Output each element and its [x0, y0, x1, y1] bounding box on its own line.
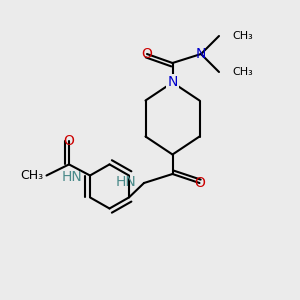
Text: O: O: [64, 134, 74, 148]
Text: CH₃: CH₃: [232, 67, 253, 77]
Text: N: N: [196, 47, 206, 61]
Text: CH₃: CH₃: [232, 31, 253, 41]
Text: N: N: [167, 76, 178, 89]
Text: O: O: [194, 176, 205, 190]
Text: CH₃: CH₃: [20, 169, 44, 182]
Text: HN: HN: [62, 170, 82, 184]
Text: O: O: [142, 47, 152, 61]
Text: HN: HN: [116, 175, 136, 188]
